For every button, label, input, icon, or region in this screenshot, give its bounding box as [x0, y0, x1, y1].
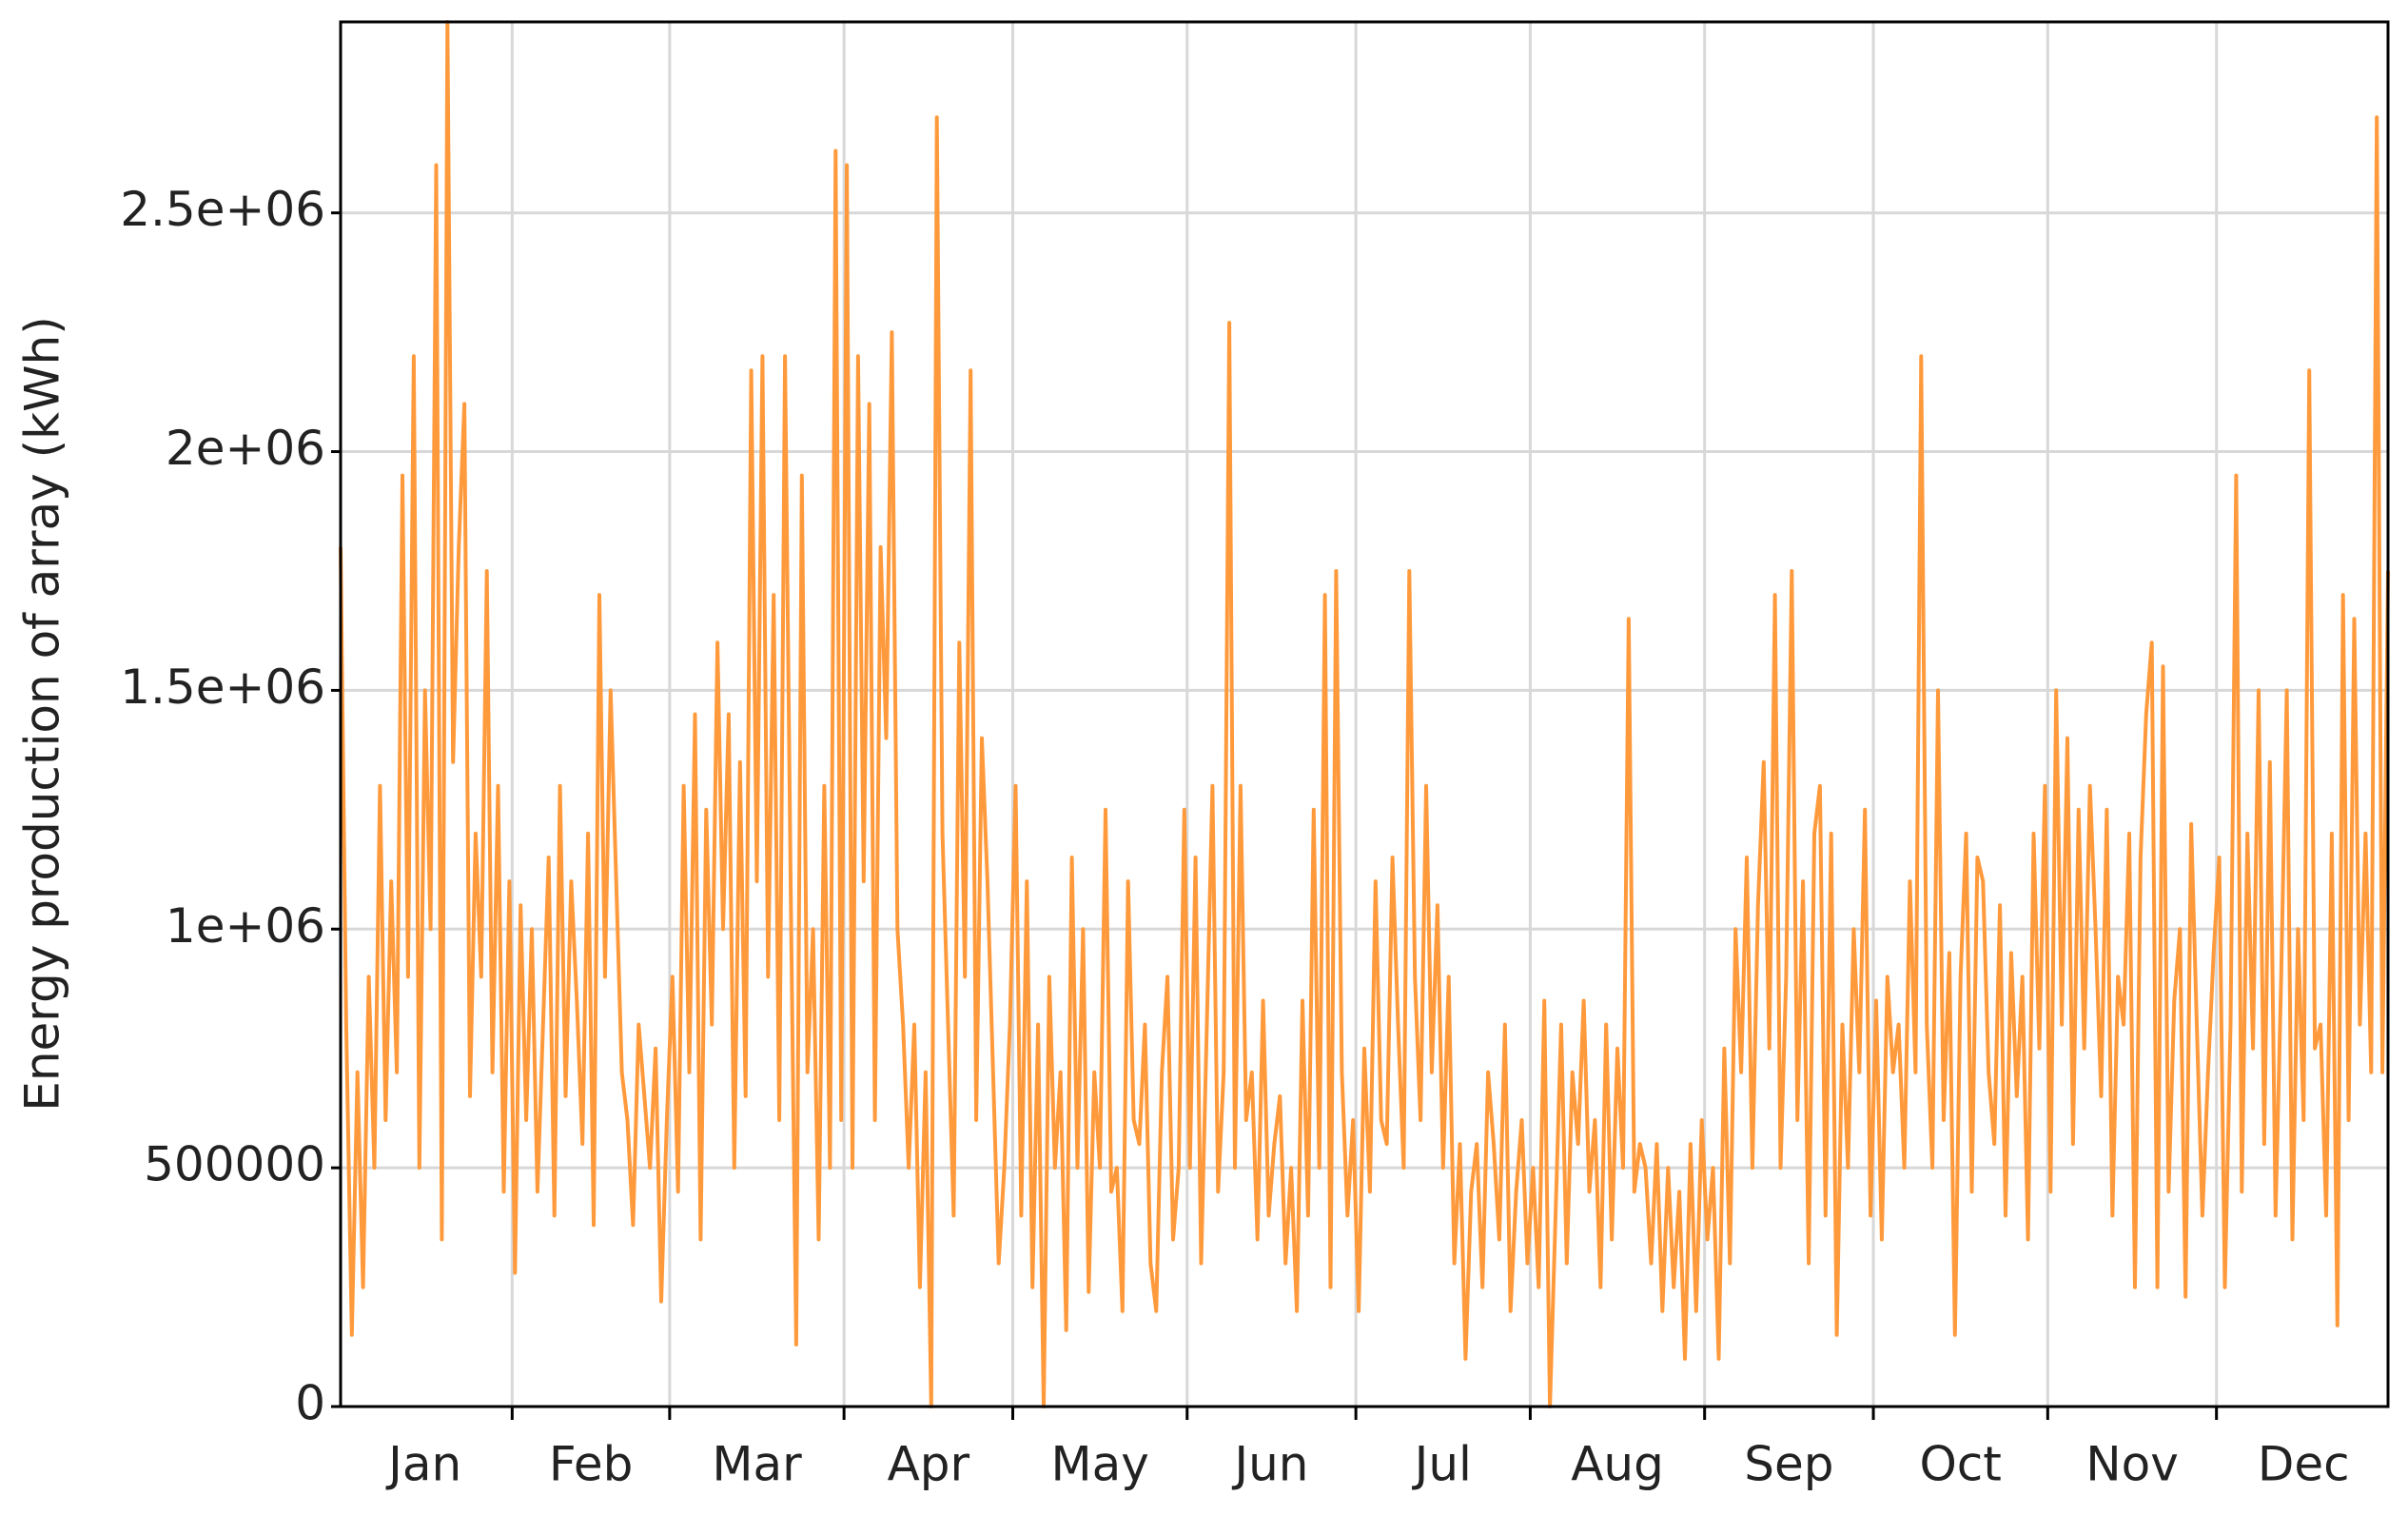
- x-tick-label: Apr: [888, 1437, 970, 1492]
- grid: [341, 22, 2388, 1408]
- y-tick-label: 500000: [144, 1137, 325, 1192]
- line: [339, 20, 2390, 1408]
- x-tick-label: Jun: [1231, 1437, 1308, 1492]
- x-tick-label: Dec: [2258, 1437, 2350, 1492]
- x-tick-label: Aug: [1571, 1437, 1664, 1492]
- y-tick-label: 2.5e+06: [120, 182, 325, 237]
- y-tick-label: 2e+06: [166, 421, 325, 476]
- plot-frame: [339, 20, 2390, 1408]
- x-tick-label: Jan: [385, 1437, 461, 1492]
- x-tick-label: Mar: [712, 1437, 802, 1492]
- x-tick-label: Nov: [2085, 1437, 2179, 1492]
- x-tick-label: Feb: [549, 1437, 634, 1492]
- x-tick-label: Sep: [1744, 1437, 1833, 1492]
- x-tick-label: Jul: [1412, 1437, 1472, 1492]
- y-tick-label: 0: [295, 1376, 325, 1431]
- y-tick-label: 1.5e+06: [120, 660, 325, 715]
- x-tick-label: Oct: [1919, 1437, 2001, 1492]
- y-axis-label: Energy production of array (kWh): [15, 316, 70, 1112]
- y-tick-label: 1e+06: [166, 898, 325, 954]
- x-tick-label: May: [1050, 1437, 1148, 1492]
- plot: [339, 20, 2390, 1408]
